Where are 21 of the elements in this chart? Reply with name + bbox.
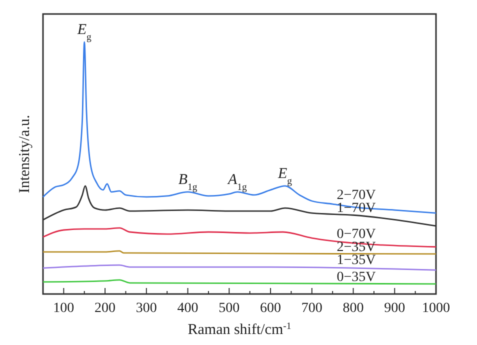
series-label: 2−70V (336, 188, 376, 204)
x-tick-label: 300 (136, 301, 157, 316)
annotation: E$_{g}$ (76, 22, 92, 42)
x-tick-label: 1000 (422, 301, 450, 316)
x-tick-label: 800 (342, 301, 364, 316)
series-label: 2−35V (336, 240, 376, 255)
x-tick-label: 500 (218, 301, 240, 316)
annotation: A$_{1g}$ (226, 172, 248, 192)
x-tick-label: 400 (177, 301, 198, 316)
annotation: E$_{g}$ (276, 166, 292, 186)
x-tick-label: 600 (260, 301, 282, 316)
x-tick-label: 100 (53, 301, 74, 316)
x-tick-label: 900 (384, 301, 406, 316)
series-label: 0−70V (336, 226, 376, 242)
annotation: B$_{1g}$ (178, 172, 198, 192)
x-tick-label: 700 (301, 301, 322, 316)
x-tick-label: 200 (94, 301, 116, 316)
series-label: 0−35V (336, 270, 376, 285)
y-axis-title: Intensity/a.u. (17, 114, 33, 194)
series-label: 1−35V (336, 253, 376, 268)
x-axis-title: Raman shift/cm$^{-1}$ (188, 320, 292, 338)
